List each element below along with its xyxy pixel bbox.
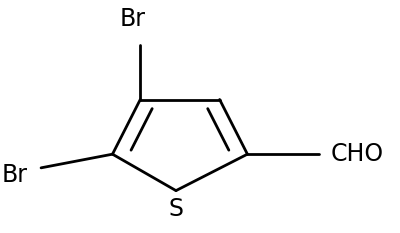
Text: S: S [168, 197, 184, 221]
Text: Br: Br [119, 7, 145, 31]
Text: CHO: CHO [331, 142, 384, 166]
Text: Br: Br [1, 163, 27, 187]
